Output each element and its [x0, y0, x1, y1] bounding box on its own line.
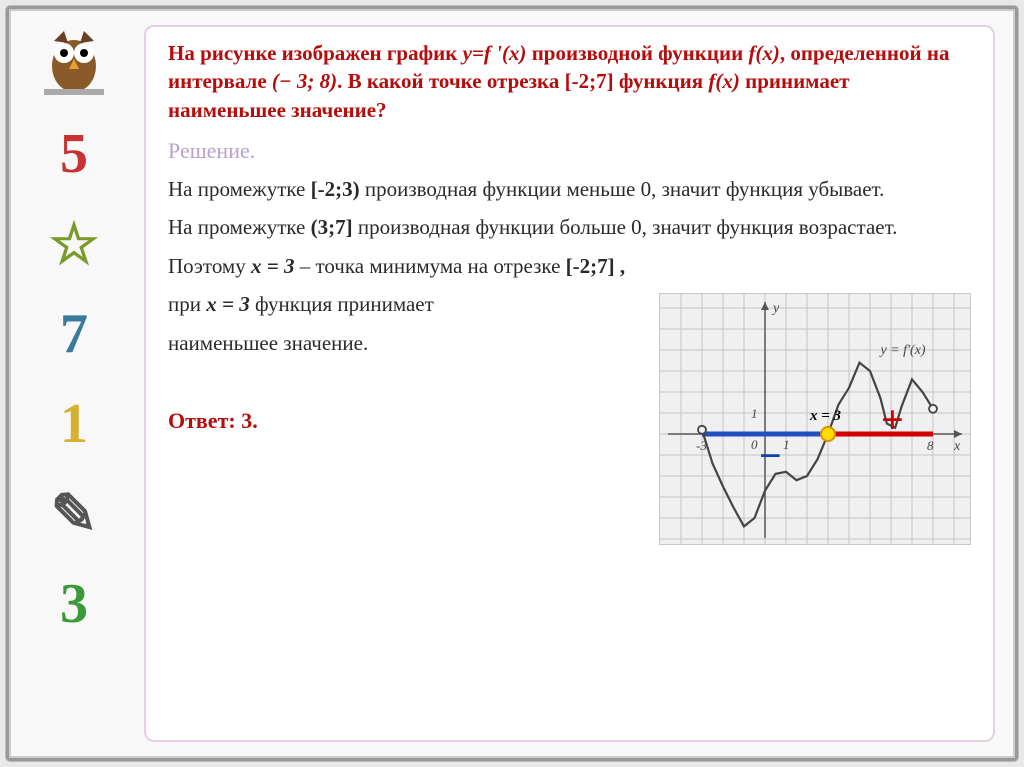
decor-1: 1 — [29, 379, 119, 469]
solution-p2: На промежутке (3;7] производная функции … — [168, 212, 971, 242]
solution-p3: Поэтому x = 3 – точка минимума на отрезк… — [168, 251, 971, 281]
svg-text:y = f'(x): y = f'(x) — [879, 344, 926, 359]
problem-statement: На рисунке изображен график y=f '(x) про… — [168, 39, 971, 124]
decor-5: 5 — [29, 109, 119, 199]
decor-3: 3 — [29, 559, 119, 649]
owl-icon — [34, 21, 114, 101]
content-card: На рисунке изображен график y=f '(x) про… — [144, 25, 995, 742]
decor-✎: ✎ — [29, 469, 119, 559]
solution-p4: при x = 3 функция принимает — [168, 289, 649, 319]
svg-text:0: 0 — [751, 437, 758, 452]
svg-text:1: 1 — [783, 437, 790, 452]
svg-text:x: x — [953, 439, 961, 454]
solution-p1: На промежутке [-2;3) производная функции… — [168, 174, 971, 204]
svg-text:-3: -3 — [696, 438, 707, 453]
plus-sign: + — [881, 400, 904, 440]
minus-sign: − — [759, 436, 782, 476]
x-equals-3-label: x = 3 — [810, 408, 841, 425]
answer-text: Ответ: 3. — [168, 408, 649, 434]
decor-7: 7 — [29, 289, 119, 379]
solution-label: Решение. — [168, 138, 971, 164]
derivative-graph: y x y = f'(x) 0 1 1 -3 8 x = 3 + − — [659, 293, 971, 545]
svg-text:y: y — [771, 301, 780, 316]
solution-p5: наименьшее значение. — [168, 328, 649, 358]
svg-text:1: 1 — [751, 406, 758, 421]
decor-sidebar: 5☆71✎3 — [19, 21, 129, 746]
decor-☆: ☆ — [29, 199, 119, 289]
page-frame: 5☆71✎3 На рисунке изображен график y=f '… — [6, 6, 1018, 761]
svg-text:8: 8 — [927, 438, 934, 453]
